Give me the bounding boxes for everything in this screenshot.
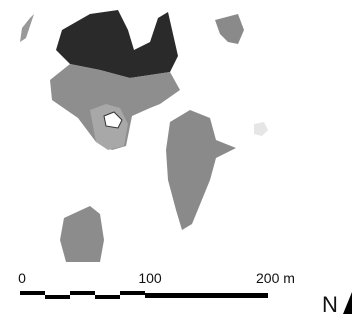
north-arrow-shape: [343, 292, 352, 314]
patch: [60, 206, 104, 262]
scale-label: 200 m: [256, 270, 295, 286]
north-arrow: N: [322, 292, 352, 317]
scale-segment: [95, 295, 120, 299]
patch: [254, 122, 268, 136]
north-label: N: [322, 292, 338, 317]
patch: [215, 14, 244, 44]
scale-segment: [70, 291, 95, 295]
patch: [20, 14, 34, 42]
patch: [166, 110, 236, 230]
map: 0 100 200 m N: [0, 0, 363, 321]
scale-segment: [120, 291, 145, 295]
scale-label: 100: [138, 270, 162, 286]
scale-segment: [45, 295, 70, 299]
scale-segment: [145, 293, 268, 298]
page: 0 100 200 m N (() => { const data = JSON…: [0, 0, 363, 321]
map-features: [20, 10, 268, 262]
scale-label: 0: [18, 270, 26, 286]
scale-bar: 0 100 200 m: [18, 270, 295, 299]
scale-segment: [20, 291, 45, 295]
